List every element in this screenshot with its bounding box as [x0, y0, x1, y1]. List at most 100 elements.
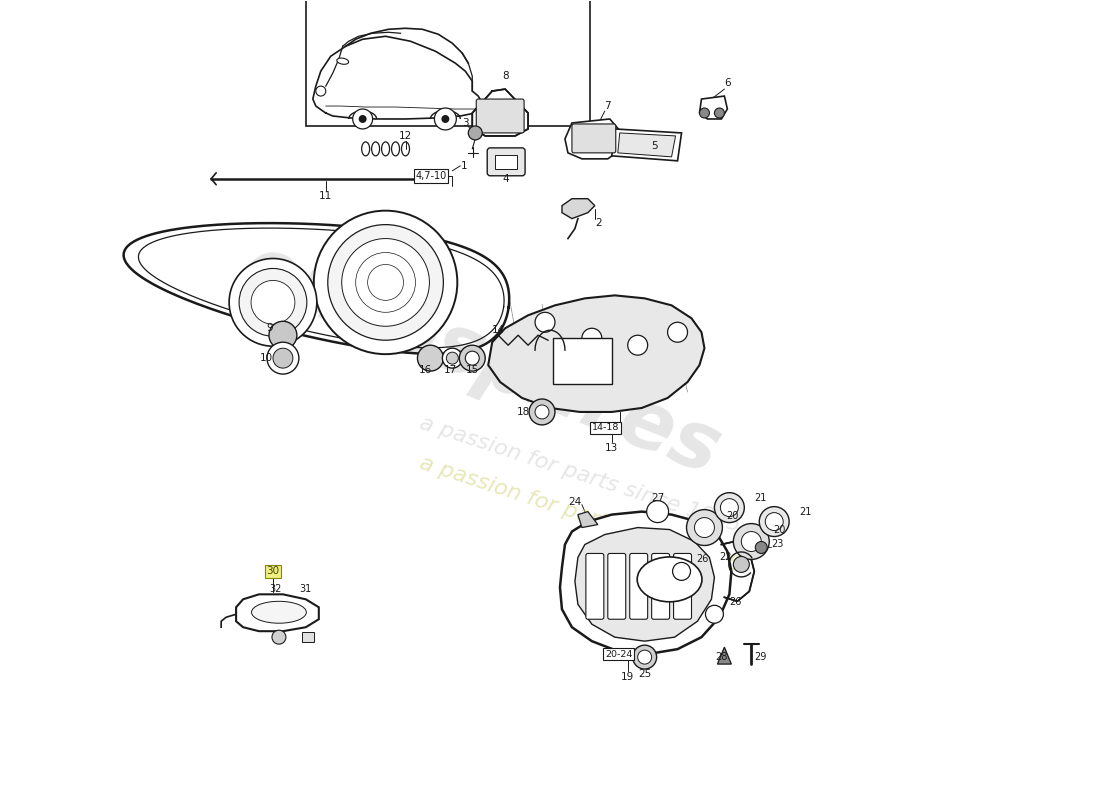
FancyBboxPatch shape	[476, 99, 524, 133]
Circle shape	[582, 328, 602, 348]
Ellipse shape	[637, 557, 702, 602]
Text: 26: 26	[696, 554, 708, 565]
Text: eurospares: eurospares	[230, 229, 730, 492]
Circle shape	[359, 115, 366, 123]
Ellipse shape	[337, 58, 349, 64]
Circle shape	[705, 606, 724, 623]
FancyBboxPatch shape	[495, 155, 517, 169]
Circle shape	[672, 562, 691, 580]
Circle shape	[314, 210, 458, 354]
Text: 7: 7	[605, 101, 612, 111]
Text: 31: 31	[299, 584, 312, 594]
Polygon shape	[562, 198, 595, 218]
Circle shape	[239, 269, 307, 336]
Circle shape	[353, 109, 373, 129]
Circle shape	[465, 351, 480, 365]
Text: 20: 20	[773, 525, 785, 534]
Text: 28: 28	[715, 652, 727, 662]
Circle shape	[632, 645, 657, 669]
Text: 29: 29	[755, 652, 767, 662]
Text: 25: 25	[638, 669, 651, 679]
Circle shape	[638, 650, 651, 664]
Circle shape	[628, 335, 648, 355]
Circle shape	[328, 225, 443, 340]
Circle shape	[447, 352, 459, 364]
Ellipse shape	[720, 498, 738, 517]
Circle shape	[535, 312, 556, 332]
Circle shape	[460, 345, 485, 371]
Text: 11: 11	[319, 190, 332, 201]
Text: 9: 9	[266, 323, 273, 334]
Text: 5: 5	[651, 141, 658, 151]
Circle shape	[647, 501, 669, 522]
Circle shape	[734, 557, 749, 572]
Circle shape	[668, 322, 688, 342]
Polygon shape	[618, 133, 675, 157]
Circle shape	[714, 108, 725, 118]
Text: 14: 14	[492, 326, 506, 335]
Ellipse shape	[759, 506, 789, 537]
FancyBboxPatch shape	[608, 554, 626, 619]
Text: 19: 19	[621, 672, 635, 682]
FancyBboxPatch shape	[572, 124, 616, 153]
FancyBboxPatch shape	[301, 632, 314, 642]
Text: 6: 6	[724, 78, 730, 88]
FancyBboxPatch shape	[487, 148, 525, 176]
Circle shape	[686, 510, 723, 546]
Circle shape	[272, 630, 286, 644]
Circle shape	[442, 348, 462, 368]
Text: 10: 10	[260, 353, 273, 363]
Circle shape	[342, 238, 429, 326]
Text: 3: 3	[462, 118, 469, 128]
Circle shape	[229, 258, 317, 346]
Polygon shape	[560, 512, 732, 654]
FancyBboxPatch shape	[629, 554, 648, 619]
Text: 20: 20	[726, 510, 739, 521]
Text: 30: 30	[266, 566, 279, 577]
FancyBboxPatch shape	[553, 338, 612, 384]
Text: 21: 21	[755, 493, 767, 502]
Text: 2: 2	[595, 218, 602, 228]
Polygon shape	[565, 119, 621, 159]
Text: 27: 27	[651, 493, 664, 502]
Text: a passion for parts since 1985: a passion for parts since 1985	[417, 453, 742, 576]
Text: 26: 26	[729, 598, 741, 607]
Circle shape	[273, 348, 293, 368]
Text: 15: 15	[465, 365, 478, 375]
Circle shape	[434, 108, 456, 130]
Text: 14-18: 14-18	[592, 423, 619, 433]
Polygon shape	[472, 89, 528, 136]
Polygon shape	[236, 594, 319, 631]
Text: 24: 24	[569, 497, 582, 506]
Text: 32: 32	[270, 584, 282, 594]
Circle shape	[441, 115, 450, 123]
Text: 1: 1	[460, 161, 466, 171]
Circle shape	[418, 345, 443, 371]
Polygon shape	[578, 512, 597, 527]
Circle shape	[469, 126, 482, 140]
Text: 4: 4	[503, 174, 509, 184]
Text: 16: 16	[419, 365, 432, 375]
Text: 12: 12	[399, 131, 412, 141]
Polygon shape	[612, 129, 682, 161]
Circle shape	[316, 86, 326, 96]
Circle shape	[741, 531, 761, 551]
Ellipse shape	[714, 493, 745, 522]
Circle shape	[251, 281, 295, 324]
Text: 13: 13	[605, 443, 618, 453]
Polygon shape	[717, 647, 732, 664]
FancyBboxPatch shape	[673, 554, 692, 619]
Circle shape	[535, 405, 549, 419]
Text: 21: 21	[799, 506, 812, 517]
Text: 17: 17	[443, 365, 456, 375]
FancyBboxPatch shape	[306, 0, 590, 126]
Circle shape	[700, 108, 710, 118]
Text: a passion for parts since 1985: a passion for parts since 1985	[417, 414, 742, 536]
FancyBboxPatch shape	[651, 554, 670, 619]
Text: 4,7-10: 4,7-10	[416, 170, 447, 181]
Polygon shape	[575, 527, 714, 641]
Polygon shape	[700, 96, 727, 119]
Circle shape	[734, 523, 769, 559]
Polygon shape	[488, 295, 704, 412]
Ellipse shape	[252, 602, 306, 623]
